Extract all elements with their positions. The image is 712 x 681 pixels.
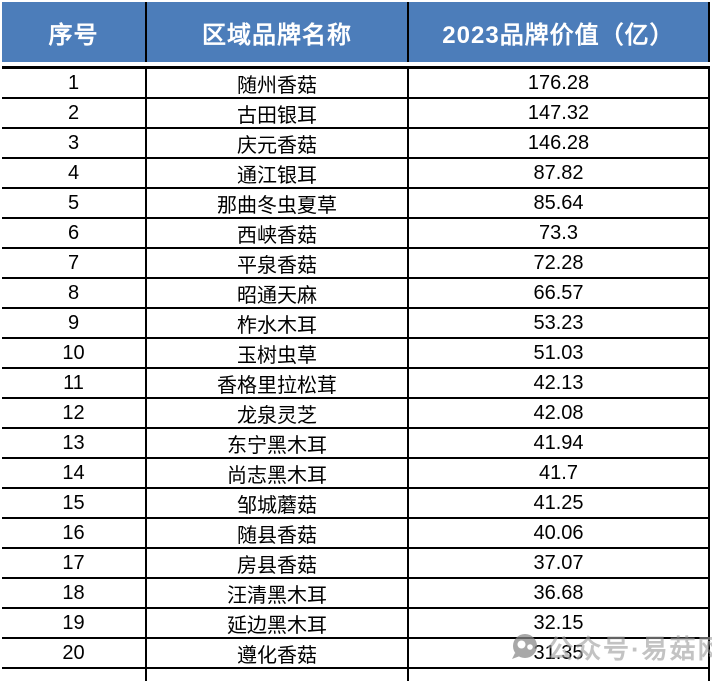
rank-cell: 11 (2, 369, 147, 397)
table-row: 13 东宁黑木耳 41.94 (2, 429, 710, 459)
table-row: 3 庆元香菇 146.28 (2, 129, 710, 159)
table-row: 15 邹城蘑菇 41.25 (2, 489, 710, 519)
table-row: 14 尚志黑木耳 41.7 (2, 459, 710, 489)
table-row: 16 随县香菇 40.06 (2, 519, 710, 549)
value-cell: 53.23 (409, 309, 710, 337)
rank-cell: 5 (2, 189, 147, 217)
brand-name-cell: 房县香菇 (147, 549, 409, 577)
brand-name-cell: 尚志黑木耳 (147, 459, 409, 487)
table-row: 18 汪清黑木耳 36.68 (2, 579, 710, 609)
value-cell: 42.13 (409, 369, 710, 397)
value-cell: 40.06 (409, 519, 710, 547)
brand-name-cell: 通江银耳 (147, 159, 409, 187)
rank-cell: 16 (2, 519, 147, 547)
table-row: 20 遵化香菇 31.35 (2, 639, 710, 669)
value-cell: 147.32 (409, 99, 710, 127)
table-row: 10 玉树虫草 51.03 (2, 339, 710, 369)
brand-name-cell: 庆元香菇 (147, 129, 409, 157)
brand-name-cell: 昭通天麻 (147, 279, 409, 307)
brand-name-cell (147, 669, 409, 681)
value-cell: 176.28 (409, 69, 710, 97)
brand-name-cell: 东宁黑木耳 (147, 429, 409, 457)
rank-cell: 6 (2, 219, 147, 247)
brand-name-cell: 平泉香菇 (147, 249, 409, 277)
rank-cell: 19 (2, 609, 147, 637)
brand-name-cell: 香格里拉松茸 (147, 369, 409, 397)
brand-name-cell: 西峡香菇 (147, 219, 409, 247)
rank-cell: 20 (2, 639, 147, 667)
rank-cell: 18 (2, 579, 147, 607)
table-row: 19 延边黑木耳 32.15 (2, 609, 710, 639)
brand-name-cell: 玉树虫草 (147, 339, 409, 367)
value-cell: 32.15 (409, 609, 710, 637)
table-header-row: 序号 区域品牌名称 2023品牌价值（亿） (2, 2, 710, 62)
brand-name-cell: 汪清黑木耳 (147, 579, 409, 607)
rank-cell: 12 (2, 399, 147, 427)
value-cell: 87.82 (409, 159, 710, 187)
rank-cell: 7 (2, 249, 147, 277)
brand-name-cell: 随州香菇 (147, 69, 409, 97)
table-row: 9 柞水木耳 53.23 (2, 309, 710, 339)
value-cell: 36.68 (409, 579, 710, 607)
value-cell: 37.07 (409, 549, 710, 577)
table-body: 1 随州香菇 176.28 2 古田银耳 147.32 3 庆元香菇 146.28 4 通江银耳 87… (2, 66, 710, 669)
rank-cell: 9 (2, 309, 147, 337)
table-row: 17 房县香菇 37.07 (2, 549, 710, 579)
rank-cell: 4 (2, 159, 147, 187)
brand-name-cell: 邹城蘑菇 (147, 489, 409, 517)
value-cell: 72.28 (409, 249, 710, 277)
table-row: 7 平泉香菇 72.28 (2, 249, 710, 279)
table-row: 11 香格里拉松茸 42.13 (2, 369, 710, 399)
rank-cell: 3 (2, 129, 147, 157)
value-cell: 41.7 (409, 459, 710, 487)
rank-cell: 2 (2, 99, 147, 127)
brand-name-cell: 延边黑木耳 (147, 609, 409, 637)
brand-name-cell: 随县香菇 (147, 519, 409, 547)
header-brand-name: 区域品牌名称 (147, 2, 409, 62)
rank-cell: 10 (2, 339, 147, 367)
rank-cell: 13 (2, 429, 147, 457)
rank-cell: 14 (2, 459, 147, 487)
value-cell: 51.03 (409, 339, 710, 367)
value-cell: 73.3 (409, 219, 710, 247)
rank-cell (2, 669, 147, 681)
value-cell: 146.28 (409, 129, 710, 157)
value-cell (409, 669, 710, 681)
header-rank: 序号 (2, 2, 147, 62)
table-row: 4 通江银耳 87.82 (2, 159, 710, 189)
table-row: 12 龙泉灵芝 42.08 (2, 399, 710, 429)
rank-cell: 1 (2, 69, 147, 97)
brand-name-cell: 龙泉灵芝 (147, 399, 409, 427)
table-row: 5 那曲冬虫夏草 85.64 (2, 189, 710, 219)
value-cell: 41.25 (409, 489, 710, 517)
value-cell: 66.57 (409, 279, 710, 307)
value-cell: 85.64 (409, 189, 710, 217)
table-row-partial (2, 669, 710, 681)
table-row: 6 西峡香菇 73.3 (2, 219, 710, 249)
brand-name-cell: 遵化香菇 (147, 639, 409, 667)
value-cell: 42.08 (409, 399, 710, 427)
brand-name-cell: 柞水木耳 (147, 309, 409, 337)
value-cell: 31.35 (409, 639, 710, 667)
rank-cell: 17 (2, 549, 147, 577)
table-row: 2 古田银耳 147.32 (2, 99, 710, 129)
rank-cell: 8 (2, 279, 147, 307)
rank-cell: 15 (2, 489, 147, 517)
table-row: 1 随州香菇 176.28 (2, 69, 710, 99)
table-row: 8 昭通天麻 66.57 (2, 279, 710, 309)
brand-name-cell: 那曲冬虫夏草 (147, 189, 409, 217)
header-brand-value: 2023品牌价值（亿） (409, 2, 710, 62)
value-cell: 41.94 (409, 429, 710, 457)
brand-name-cell: 古田银耳 (147, 99, 409, 127)
